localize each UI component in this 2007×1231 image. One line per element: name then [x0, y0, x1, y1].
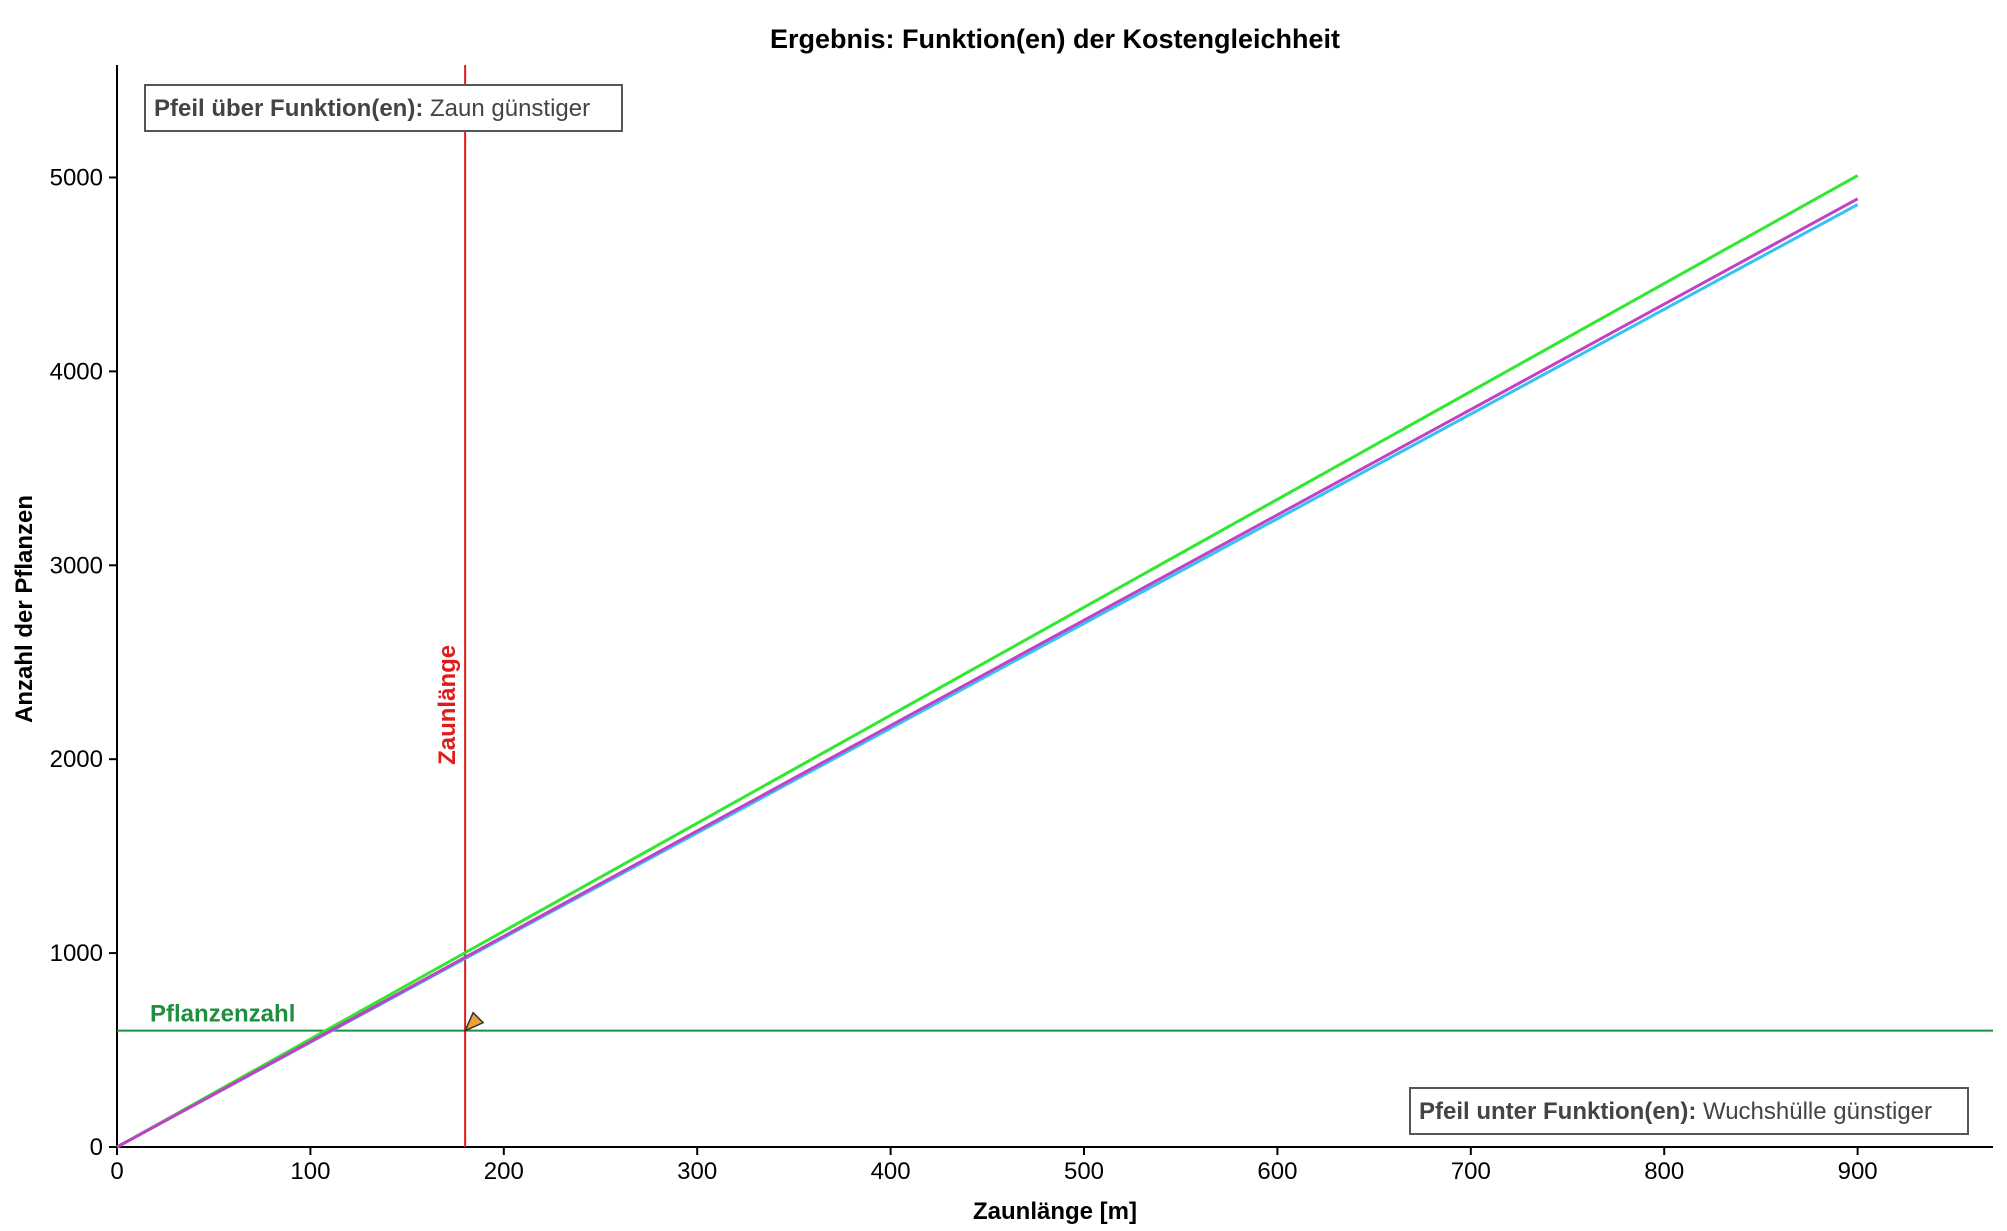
x-tick-label: 0 [110, 1158, 123, 1185]
x-tick-label: 400 [871, 1158, 911, 1185]
series-line [116, 174, 1859, 1149]
annotation-top-left-frame [144, 84, 623, 132]
x-tick-label: 300 [677, 1158, 717, 1185]
annotation-top-left-value: Zaun günstiger [423, 95, 590, 122]
y-tick-label: 1000 [50, 940, 103, 967]
x-tick-label: 200 [484, 1158, 524, 1185]
reference-lines: Pflanzenzahl Zaunlänge [117, 65, 1993, 1147]
x-tick-label: 500 [1064, 1158, 1104, 1185]
y-tick-label: 3000 [50, 552, 103, 579]
x-axis-label: Zaunlänge [m] [973, 1198, 1137, 1225]
chart-title: Ergebnis: Funktion(en) der Kostengleichh… [770, 24, 1340, 54]
annotation-top-left-bold: Pfeil über Funktion(en): [154, 95, 423, 122]
x-tick-label: 100 [290, 1158, 330, 1185]
zaunlaenge-label: Zaunlänge [434, 645, 461, 765]
annotation-bottom-right-bold: Pfeil unter Funktion(en): [1419, 1098, 1696, 1125]
series-layer [116, 174, 1859, 1149]
annotation-layer: Pfeil über Funktion(en): Zaun günstigerP… [144, 84, 1969, 1135]
y-axis-label: Anzahl der Pflanzen [11, 495, 38, 723]
y-tick-label: 0 [90, 1134, 103, 1161]
annotation-bottom-right-text: Pfeil unter Funktion(en): Wuchshülle gün… [1419, 1098, 1932, 1125]
x-tick-label: 800 [1644, 1158, 1684, 1185]
axes-layer: 0 100 200 300 400 500 600 700 800 900 0 1000 2000 300… [50, 65, 1993, 1185]
x-tick-label: 700 [1451, 1158, 1491, 1185]
annotation-top-left: Pfeil über Funktion(en): Zaun günstiger [144, 84, 623, 132]
annotation-bottom-right-value: Wuchshülle günstiger [1696, 1098, 1932, 1125]
x-tick-label: 900 [1838, 1158, 1878, 1185]
series-line [116, 197, 1859, 1149]
y-tick-label: 4000 [50, 358, 103, 385]
cost-marker-icon [463, 1011, 485, 1033]
pflanzenzahl-label: Pflanzenzahl [150, 1001, 295, 1028]
annotation-bottom-right: Pfeil unter Funktion(en): Wuchshülle gün… [1409, 1087, 1969, 1135]
y-tick-label: 5000 [50, 164, 103, 191]
y-tick-label: 2000 [50, 746, 103, 773]
x-tick-label: 600 [1257, 1158, 1297, 1185]
annotation-bottom-right-frame [1409, 1087, 1969, 1135]
annotation-top-left-text: Pfeil über Funktion(en): Zaun günstiger [154, 95, 590, 122]
